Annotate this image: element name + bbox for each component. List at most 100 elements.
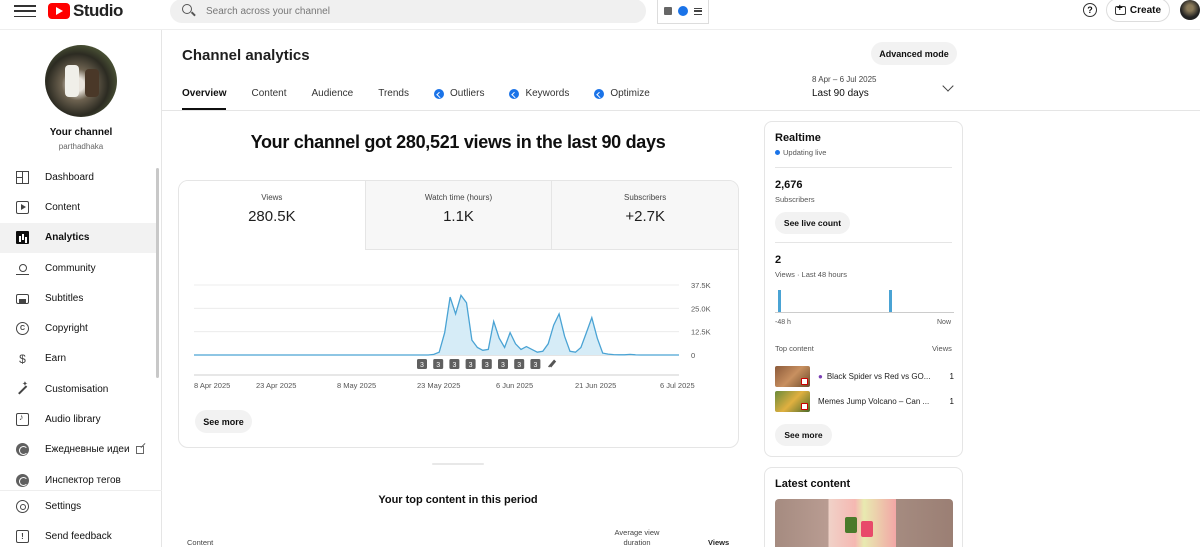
date-range-picker[interactable]: 8 Apr – 6 Jul 2025 Last 90 days xyxy=(812,75,877,99)
sidebar-item-subtitles[interactable]: Subtitles xyxy=(0,283,156,313)
analytics-tabs: Overview Content Audience Trends Outlier… xyxy=(182,85,675,110)
chevron-down-icon[interactable] xyxy=(942,80,954,92)
x-tick-label: 8 Apr 2025 xyxy=(194,381,230,390)
realtime-subscribers-label: Subscribers xyxy=(775,195,815,204)
video-marker-label: 3 xyxy=(452,362,456,369)
tab-outliers[interactable]: Outliers xyxy=(433,85,484,110)
create-video-icon xyxy=(1114,3,1126,15)
extension-square-icon[interactable] xyxy=(664,7,672,15)
subtitles-icon xyxy=(16,294,29,305)
studio-logo[interactable]: Studio xyxy=(48,1,123,21)
video-thumbnail xyxy=(775,390,810,412)
advanced-mode-button[interactable]: Advanced mode xyxy=(871,42,957,65)
sidebar-item-label: Subtitles xyxy=(45,292,84,304)
x-tick-label: 23 Apr 2025 xyxy=(256,381,296,390)
search-bar[interactable] xyxy=(170,0,646,23)
latest-video-thumbnail[interactable] xyxy=(775,499,953,547)
sidebar-item-daily-ideas[interactable]: Ежедневные идеи xyxy=(0,435,156,465)
sidebar-item-community[interactable]: Community xyxy=(0,253,156,283)
community-icon xyxy=(16,262,29,275)
sidebar-item-label: Dashboard xyxy=(45,171,94,183)
channel-name: Your channel xyxy=(49,127,113,138)
sidebar-item-earn[interactable]: $ Earn xyxy=(0,344,156,374)
views-chart[interactable]: 37.5K 25.0K 12.5K 0 3 3 3 3 3 3 3 3 8 Apr 2025 23 Apr… xyxy=(179,250,739,400)
realtime-bar xyxy=(778,290,781,312)
sidebar-bottom: Settings ! Send feedback xyxy=(0,490,162,547)
x-tick-label: 6 Jun 2025 xyxy=(496,381,533,390)
sidebar-item-label: Audio library xyxy=(45,414,101,426)
sidebar-item-copyright[interactable]: C Copyright xyxy=(0,313,156,343)
sidebar-item-content[interactable]: Content xyxy=(0,192,156,222)
sidebar-item-audio-library[interactable]: Audio library xyxy=(0,404,156,434)
sidebar-nav: Dashboard Content Analytics Community Su… xyxy=(0,162,156,495)
column-header-avg-view-duration[interactable]: Average view duration xyxy=(614,528,660,547)
views-line xyxy=(194,293,679,356)
sidebar-item-tag-inspector[interactable]: Инспектор тегов xyxy=(0,465,156,495)
see-more-button[interactable]: See more xyxy=(775,424,832,446)
column-header-views[interactable]: Views xyxy=(708,538,730,547)
realtime-views-chart[interactable] xyxy=(775,285,954,313)
extension-icon xyxy=(16,473,29,487)
menu-icon[interactable] xyxy=(14,3,36,19)
sidebar-item-send-feedback[interactable]: ! Send feedback xyxy=(0,521,162,547)
extension-toolbar[interactable] xyxy=(657,0,709,24)
views-area xyxy=(194,295,679,355)
tab-audience[interactable]: Audience xyxy=(312,85,354,110)
see-live-count-button[interactable]: See live count xyxy=(775,212,850,234)
see-more-button[interactable]: See more xyxy=(195,410,252,433)
realtime-card: Realtime Updating live 2,676 Subscribers… xyxy=(764,121,963,457)
realtime-content-item[interactable]: ● Black Spider vs Red vs GO... 1 xyxy=(775,365,954,387)
tab-trends[interactable]: Trends xyxy=(378,85,409,110)
sidebar-item-settings[interactable]: Settings xyxy=(0,491,162,521)
tab-overview[interactable]: Overview xyxy=(182,85,227,110)
metric-watch-time[interactable]: Watch time (hours) 1.1K xyxy=(364,181,552,250)
feedback-icon: ! xyxy=(16,529,29,543)
earn-icon: $ xyxy=(19,351,26,366)
search-input[interactable] xyxy=(206,5,626,17)
sidebar-item-label: Инспектор тегов xyxy=(45,474,121,486)
realtime-content-item[interactable]: Memes Jump Volcano – Can ... 1 xyxy=(775,390,954,412)
sidebar-item-label: Copyright xyxy=(45,323,88,335)
channel-handle: parthadhaka xyxy=(58,142,104,151)
sidebar-item-dashboard[interactable]: Dashboard xyxy=(0,162,156,192)
top-content-title: Your top content in this period xyxy=(378,494,538,506)
sidebar-item-customisation[interactable]: Customisation xyxy=(0,374,156,404)
divider xyxy=(432,463,484,465)
help-button[interactable]: ? xyxy=(1083,3,1097,17)
extension-menu-icon[interactable] xyxy=(694,7,702,15)
video-marker-label: 3 xyxy=(436,362,440,369)
tab-keywords[interactable]: Keywords xyxy=(509,85,569,110)
metric-value: +2.7K xyxy=(625,208,665,225)
page-title: Channel analytics xyxy=(182,47,310,64)
metric-label: Subscribers xyxy=(624,193,667,202)
divider xyxy=(775,242,952,243)
tab-optimize[interactable]: Optimize xyxy=(594,85,650,110)
metric-views[interactable]: Views 280.5K xyxy=(179,181,365,250)
sidebar-scrollbar[interactable] xyxy=(156,168,159,378)
extension-badge-icon xyxy=(594,89,605,99)
metric-label: Views xyxy=(261,193,283,202)
y-tick-label: 37.5K xyxy=(691,281,711,290)
video-marker xyxy=(498,359,508,369)
metric-subscribers[interactable]: Subscribers +2.7K xyxy=(551,181,738,250)
column-header-content[interactable]: Content xyxy=(187,538,214,547)
extension-circle-icon[interactable] xyxy=(678,6,688,16)
content-icon xyxy=(16,200,29,214)
video-marker-label: 3 xyxy=(469,362,473,369)
dashboard-icon xyxy=(16,170,29,184)
search-icon[interactable] xyxy=(182,4,196,18)
video-marker xyxy=(449,359,460,369)
channel-avatar[interactable] xyxy=(45,45,117,117)
create-button[interactable]: Create xyxy=(1106,0,1170,22)
sidebar-item-analytics[interactable]: Analytics xyxy=(0,222,156,253)
x-tick-label: 23 May 2025 xyxy=(417,381,460,390)
tab-label: Keywords xyxy=(525,88,570,99)
extension-badge-icon xyxy=(433,89,444,99)
sidebar-item-label: Analytics xyxy=(45,232,90,244)
account-avatar[interactable] xyxy=(1180,0,1200,20)
video-marker xyxy=(530,359,541,369)
realtime-axis-end: Now xyxy=(937,319,952,326)
metric-value: 280.5K xyxy=(248,208,296,225)
tab-content[interactable]: Content xyxy=(251,85,286,110)
overview-card: Views 280.5K Watch time (hours) 1.1K Sub… xyxy=(178,180,739,448)
